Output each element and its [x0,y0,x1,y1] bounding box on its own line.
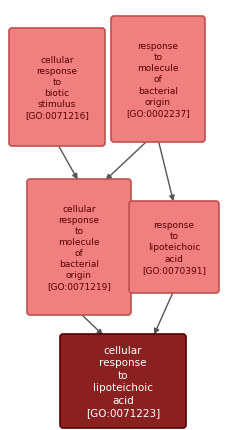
FancyBboxPatch shape [60,334,185,428]
FancyBboxPatch shape [110,17,204,143]
FancyBboxPatch shape [128,202,218,293]
Text: cellular
response
to
biotic
stimulus
[GO:0071216]: cellular response to biotic stimulus [GO… [25,55,89,120]
Text: cellular
response
to
lipoteichoic
acid
[GO:0071223]: cellular response to lipoteichoic acid [… [86,345,160,417]
FancyBboxPatch shape [9,29,105,147]
Text: response
to
lipoteichoic
acid
[GO:0070391]: response to lipoteichoic acid [GO:007039… [141,221,205,274]
FancyBboxPatch shape [27,180,130,315]
Text: cellular
response
to
molecule
of
bacterial
origin
[GO:0071219]: cellular response to molecule of bacteri… [47,204,110,291]
Text: response
to
molecule
of
bacterial
origin
[GO:0002237]: response to molecule of bacterial origin… [126,42,189,117]
